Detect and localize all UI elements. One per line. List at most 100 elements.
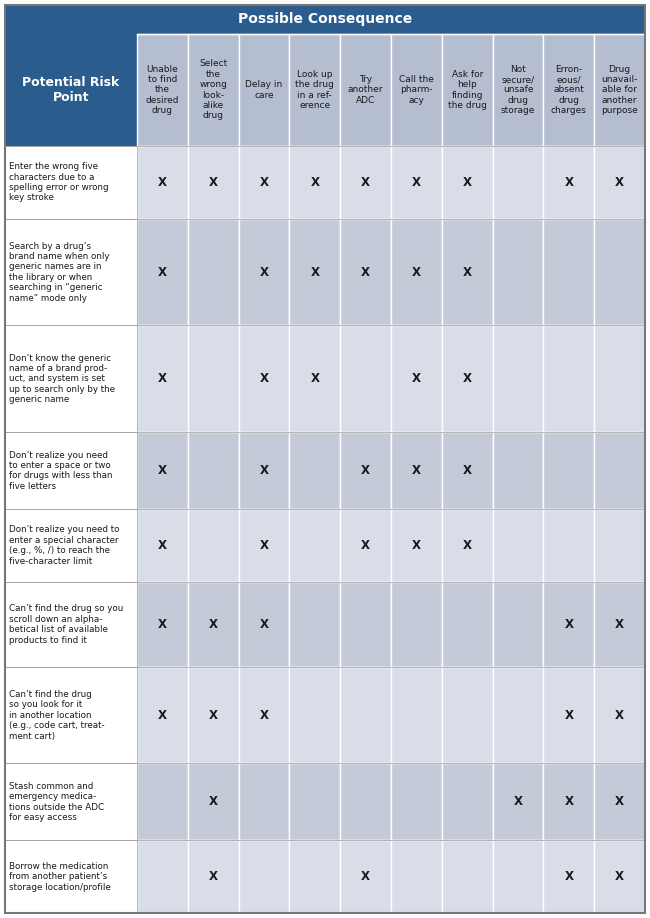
Bar bbox=[5, 509, 137, 582]
Text: X: X bbox=[615, 709, 624, 722]
Text: X: X bbox=[564, 795, 573, 809]
Bar bbox=[137, 432, 188, 509]
Text: Ask for
help
finding
the drug: Ask for help finding the drug bbox=[448, 70, 487, 110]
Text: X: X bbox=[463, 373, 472, 386]
Bar bbox=[594, 509, 645, 582]
Bar bbox=[391, 764, 442, 840]
Text: X: X bbox=[259, 465, 268, 477]
Bar bbox=[340, 582, 391, 667]
Bar bbox=[188, 509, 239, 582]
Bar bbox=[239, 840, 289, 913]
Bar bbox=[493, 218, 543, 326]
Bar bbox=[188, 34, 239, 146]
Text: X: X bbox=[361, 465, 370, 477]
Text: X: X bbox=[412, 265, 421, 278]
Text: X: X bbox=[361, 176, 370, 189]
Bar bbox=[543, 582, 594, 667]
Bar bbox=[289, 326, 340, 432]
Bar bbox=[137, 218, 188, 326]
Bar bbox=[239, 326, 289, 432]
Bar bbox=[493, 326, 543, 432]
Bar bbox=[239, 509, 289, 582]
Text: X: X bbox=[158, 265, 167, 278]
Bar bbox=[188, 764, 239, 840]
Bar bbox=[137, 509, 188, 582]
Bar bbox=[442, 146, 493, 218]
Bar bbox=[340, 432, 391, 509]
Bar bbox=[493, 146, 543, 218]
Text: X: X bbox=[259, 265, 268, 278]
Bar bbox=[289, 764, 340, 840]
Bar bbox=[493, 667, 543, 764]
Text: Can’t find the drug so you
scroll down an alpha-
betical list of available
produ: Can’t find the drug so you scroll down a… bbox=[9, 604, 123, 644]
Bar bbox=[594, 840, 645, 913]
Bar bbox=[239, 582, 289, 667]
Bar bbox=[239, 432, 289, 509]
Bar bbox=[188, 326, 239, 432]
Text: X: X bbox=[158, 465, 167, 477]
Bar bbox=[594, 146, 645, 218]
Bar bbox=[340, 840, 391, 913]
Bar bbox=[340, 764, 391, 840]
Bar bbox=[239, 146, 289, 218]
Bar bbox=[391, 326, 442, 432]
Text: X: X bbox=[209, 795, 218, 809]
Bar bbox=[493, 840, 543, 913]
Bar bbox=[239, 764, 289, 840]
Text: Enter the wrong five
characters due to a
spelling error or wrong
key stroke: Enter the wrong five characters due to a… bbox=[9, 162, 109, 203]
Text: X: X bbox=[209, 709, 218, 722]
Bar bbox=[289, 218, 340, 326]
Text: X: X bbox=[463, 176, 472, 189]
Bar bbox=[5, 764, 137, 840]
Bar bbox=[391, 667, 442, 764]
Text: X: X bbox=[209, 870, 218, 883]
Bar bbox=[442, 34, 493, 146]
Bar bbox=[340, 667, 391, 764]
Bar bbox=[543, 146, 594, 218]
Text: Select
the
wrong
look-
alike
drug: Select the wrong look- alike drug bbox=[199, 60, 228, 120]
Text: X: X bbox=[310, 265, 319, 278]
Bar bbox=[391, 146, 442, 218]
Bar bbox=[594, 34, 645, 146]
Bar bbox=[289, 509, 340, 582]
Bar bbox=[188, 218, 239, 326]
Bar bbox=[442, 432, 493, 509]
Bar bbox=[188, 667, 239, 764]
Text: X: X bbox=[412, 373, 421, 386]
Text: X: X bbox=[259, 618, 268, 631]
Text: Stash common and
emergency medica-
tions outside the ADC
for easy access: Stash common and emergency medica- tions… bbox=[9, 782, 104, 822]
Bar bbox=[137, 146, 188, 218]
Text: X: X bbox=[412, 465, 421, 477]
Text: X: X bbox=[564, 870, 573, 883]
Text: X: X bbox=[463, 265, 472, 278]
Bar bbox=[493, 34, 543, 146]
Text: Potential Risk
Point: Potential Risk Point bbox=[22, 76, 120, 104]
Bar bbox=[239, 34, 289, 146]
Text: X: X bbox=[361, 265, 370, 278]
Text: X: X bbox=[259, 709, 268, 722]
Text: X: X bbox=[259, 176, 268, 189]
Text: X: X bbox=[209, 176, 218, 189]
Bar bbox=[493, 582, 543, 667]
Text: X: X bbox=[463, 539, 472, 552]
Bar bbox=[442, 764, 493, 840]
Bar bbox=[137, 582, 188, 667]
Bar bbox=[5, 146, 137, 218]
Text: X: X bbox=[463, 465, 472, 477]
Text: Can’t find the drug
so you look for it
in another location
(e.g., code cart, tre: Can’t find the drug so you look for it i… bbox=[9, 690, 105, 741]
Text: X: X bbox=[259, 373, 268, 386]
Bar bbox=[543, 326, 594, 432]
Text: X: X bbox=[361, 539, 370, 552]
Bar bbox=[340, 326, 391, 432]
Bar bbox=[188, 582, 239, 667]
Bar bbox=[289, 667, 340, 764]
Bar bbox=[442, 326, 493, 432]
Bar bbox=[543, 218, 594, 326]
Bar bbox=[594, 667, 645, 764]
Bar bbox=[5, 5, 645, 34]
Bar bbox=[137, 34, 188, 146]
Bar bbox=[594, 218, 645, 326]
Text: X: X bbox=[158, 373, 167, 386]
Text: Call the
pharm-
acy: Call the pharm- acy bbox=[399, 75, 434, 105]
Text: Don’t realize you need to
enter a special character
(e.g., %, /) to reach the
fi: Don’t realize you need to enter a specia… bbox=[9, 525, 120, 565]
